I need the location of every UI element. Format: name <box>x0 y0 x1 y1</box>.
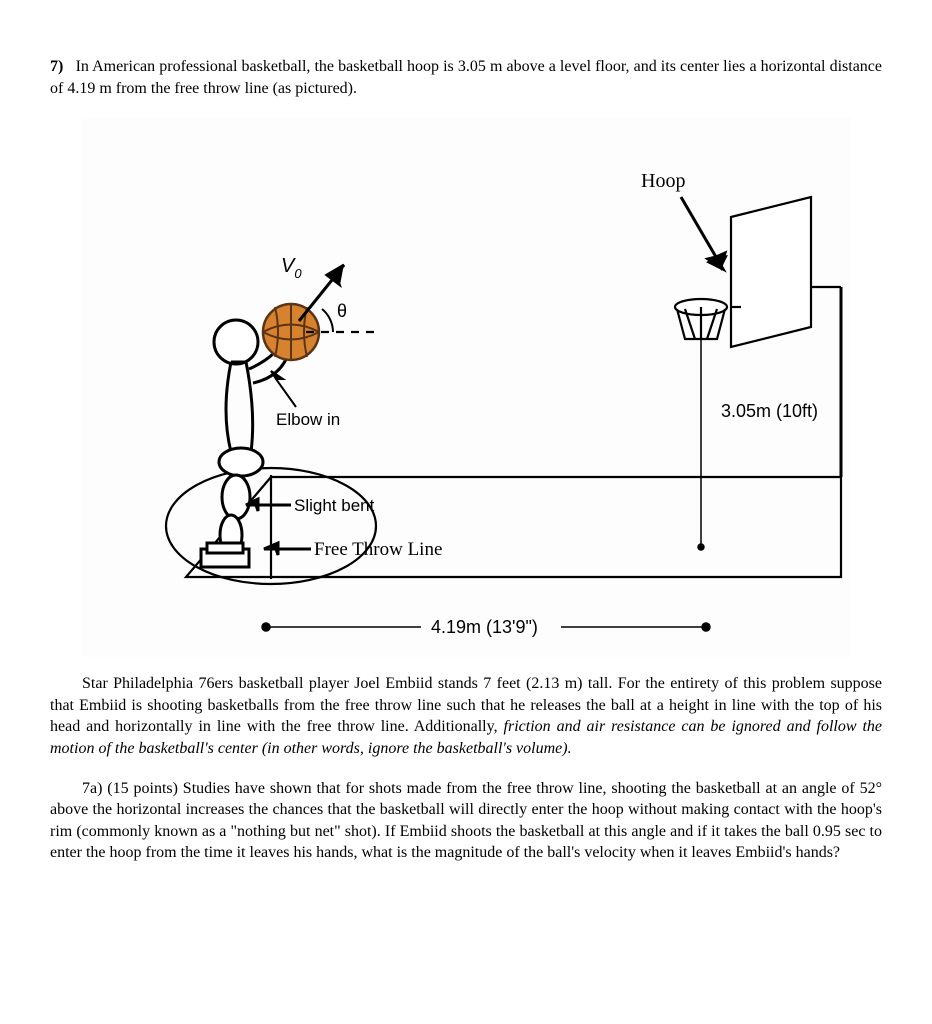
theta-label: θ <box>337 301 347 321</box>
figure-container: 3.05m (10ft) Hoop <box>81 117 851 657</box>
problem-intro-text: In American professional basketball, the… <box>50 58 882 97</box>
problem-intro: 7) In American professional basketball, … <box>50 56 882 99</box>
hoop-height-label: 3.05m (10ft) <box>721 401 818 421</box>
figure-svg: 3.05m (10ft) Hoop <box>81 117 851 657</box>
problem-number: 7) <box>50 58 63 75</box>
slight-bent-label: Slight bent <box>294 496 375 515</box>
ft-line-label: Free Throw Line <box>314 539 442 560</box>
distance-label: 4.19m (13'9") <box>431 617 538 637</box>
problem-setup: Star Philadelphia 76ers basketball playe… <box>50 673 882 759</box>
elbow-in-label: Elbow in <box>276 410 340 429</box>
problem-part-a: 7a) (15 points) Studies have shown that … <box>50 778 882 864</box>
hoop-label: Hoop <box>641 170 685 192</box>
